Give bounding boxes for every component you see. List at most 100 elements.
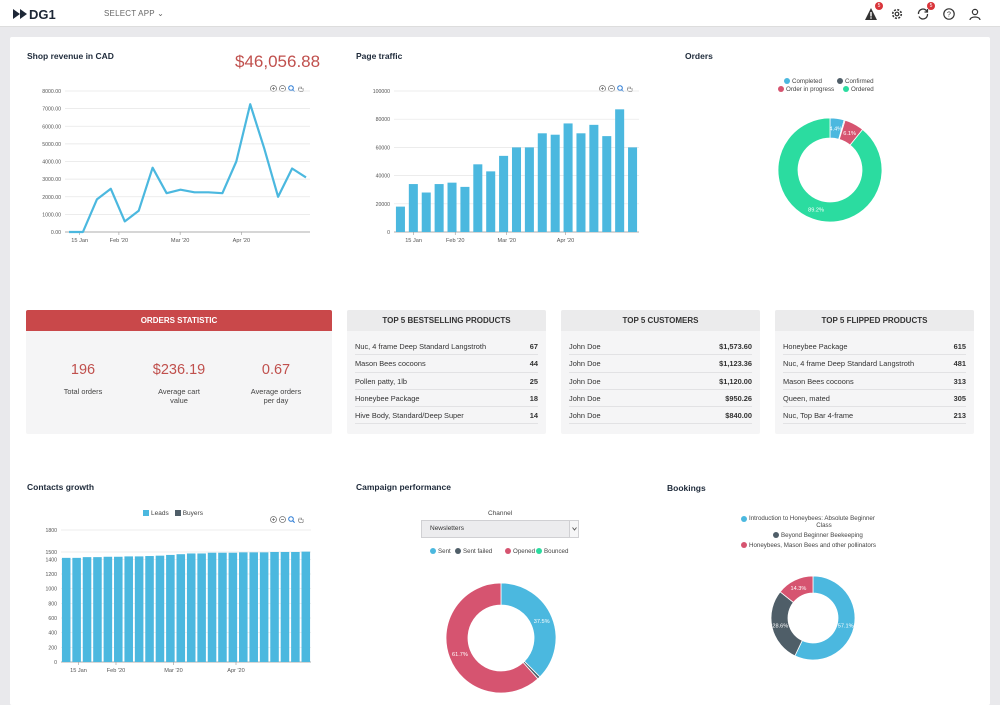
table-row[interactable]: John Doe $1,123.36: [569, 355, 752, 373]
channel-label: Channel: [488, 510, 513, 517]
top-bar: DG1 SELECT APP ⌄ 5 5 ?: [0, 0, 1000, 27]
select-app-dropdown[interactable]: SELECT APP ⌄: [104, 9, 164, 18]
leads-bar: [72, 557, 81, 662]
leads-bar: [124, 556, 133, 662]
product-count: 14: [529, 411, 538, 421]
legend-buyers[interactable]: Buyers: [174, 510, 203, 517]
y-tick-label: 0: [54, 660, 57, 666]
dg1-logo[interactable]: DG1: [12, 6, 68, 22]
customer-name: John Doe: [569, 411, 601, 421]
table-row[interactable]: John Doe $1,120.00: [569, 373, 752, 390]
zoom-in-icon[interactable]: [599, 79, 606, 92]
pan-hand-icon[interactable]: [626, 79, 633, 93]
table-row[interactable]: Nuc, 4 frame Deep Standard Langstroth 481: [783, 355, 966, 373]
warning-icon: [865, 8, 877, 20]
table-row[interactable]: Honeybee Package 18: [355, 390, 538, 408]
customers-card: TOP 5 CUSTOMERS John Doe $1,573.60 John D…: [561, 310, 760, 434]
y-tick-label: 600: [48, 616, 57, 622]
x-tick-label: Apr '20: [233, 238, 251, 244]
product-name: Nuc, 4 frame Deep Standard Langstroth: [783, 359, 915, 369]
y-tick-label: 80000: [376, 117, 391, 123]
bestselling-header: TOP 5 BESTSELLING PRODUCTS: [347, 310, 546, 331]
legend-label: Beyond Beginner Beekeeping: [781, 532, 863, 539]
bookings-slice-label: 14.3%: [791, 586, 807, 592]
traffic-bar: [395, 206, 405, 232]
contacts-legend: Leads Buyers: [143, 510, 203, 517]
zoom-out-icon[interactable]: [608, 79, 615, 92]
table-row[interactable]: Mason Bees cocoons 313: [783, 373, 966, 390]
table-row[interactable]: John Doe $840.00: [569, 407, 752, 425]
campaign-donut-chart[interactable]: 37.5% 61.7%: [440, 577, 562, 699]
user-button[interactable]: [966, 5, 984, 23]
legend-label: Sent: [438, 548, 451, 555]
legend-dot: [773, 532, 779, 538]
legend-label-cont: Class: [816, 522, 831, 529]
revenue-line-chart[interactable]: 0.00 1000.00 2000.00 3000.00 4000.00 5000.00 6…: [27, 85, 317, 250]
traffic-bar: [524, 147, 534, 232]
bookings-donut-chart[interactable]: 57.1% 28.6% 14.3%: [767, 572, 859, 664]
traffic-chart-toolbar: [599, 79, 633, 93]
table-row[interactable]: John Doe $950.26: [569, 390, 752, 408]
x-tick-label: Feb '20: [446, 238, 464, 244]
x-tick-label: Feb '20: [107, 668, 125, 674]
product-name: Hive Body, Standard/Deep Super: [355, 411, 464, 421]
traffic-bar-chart[interactable]: 0 20000 40000 60000 80000 100000 15 Jan Feb '20…: [356, 85, 646, 250]
y-tick-label: 60000: [376, 145, 391, 151]
x-tick-label: 15 Jan: [71, 238, 88, 244]
help-button[interactable]: ?: [940, 5, 958, 23]
pan-hand-icon[interactable]: [297, 510, 304, 524]
traffic-bar: [460, 186, 470, 232]
zoom-out-icon[interactable]: [279, 79, 286, 92]
settings-button[interactable]: [888, 5, 906, 23]
legend-dot: [455, 548, 461, 554]
table-row[interactable]: Queen, mated 305: [783, 390, 966, 408]
customer-total: $1,120.00: [719, 376, 752, 386]
product-name: Nuc, 4 frame Deep Standard Langstroth: [355, 342, 487, 351]
legend-dot: [843, 86, 849, 92]
traffic-bar: [537, 133, 547, 232]
customers-header: TOP 5 CUSTOMERS: [561, 310, 760, 331]
leads-bar: [280, 552, 290, 662]
leads-bar: [270, 552, 279, 662]
orders-slice-label: 6.1%: [843, 131, 856, 137]
pan-hand-icon[interactable]: [297, 79, 304, 93]
table-row[interactable]: Honeybee Package 615: [783, 338, 966, 356]
orders-donut-chart[interactable]: 4.4%6.1% 89.2%: [765, 105, 895, 235]
sync-badge: 5: [927, 2, 935, 10]
y-tick-label: 7000.00: [42, 107, 61, 113]
table-row[interactable]: Nuc, Top Bar 4-frame 213: [783, 407, 966, 425]
chevron-down-icon: [569, 521, 578, 537]
y-tick-label: 400: [48, 631, 57, 637]
table-row[interactable]: Pollen patty, 1lb 25: [355, 373, 538, 390]
table-row[interactable]: John Doe $1,573.60: [569, 338, 752, 356]
x-tick-label: Apr '20: [227, 668, 245, 674]
table-row[interactable]: Hive Body, Standard/Deep Super 14: [355, 407, 538, 425]
leads-bar: [239, 552, 248, 662]
table-row[interactable]: Nuc, 4 frame Deep Standard Langstroth 67: [355, 338, 538, 356]
legend-leads-label: Leads: [151, 510, 169, 517]
traffic-bar: [499, 155, 509, 232]
leads-bar: [249, 552, 258, 662]
flipped-card: TOP 5 FLIPPED PRODUCTS Honeybee Package 6…: [775, 310, 974, 434]
zoom-out-icon[interactable]: [279, 510, 286, 523]
y-tick-label: 5000.00: [42, 142, 61, 148]
avg-per-day-stat: 0.67 Average orders per day: [236, 362, 316, 405]
x-tick-label: Apr '20: [557, 238, 575, 244]
zoom-in-icon[interactable]: [270, 510, 277, 523]
legend-buyers-label: Buyers: [182, 510, 203, 517]
x-tick-label: Mar '20: [171, 238, 189, 244]
sync-button[interactable]: 5: [914, 2, 935, 23]
legend-label: Confirmed: [845, 78, 874, 85]
product-count: 18: [529, 393, 538, 403]
product-count: 213: [953, 411, 966, 421]
channel-select[interactable]: Newsletters: [421, 520, 579, 538]
legend-leads[interactable]: Leads: [143, 510, 169, 517]
product-name: Nuc, Top Bar 4-frame: [783, 411, 854, 421]
customer-name: John Doe: [569, 376, 601, 386]
magnifier-icon[interactable]: [288, 510, 295, 523]
table-row[interactable]: Mason Bees cocoons 44: [355, 355, 538, 373]
zoom-in-icon[interactable]: [270, 79, 277, 92]
alert-button[interactable]: 5: [862, 2, 883, 23]
legend-dot: [536, 548, 542, 554]
